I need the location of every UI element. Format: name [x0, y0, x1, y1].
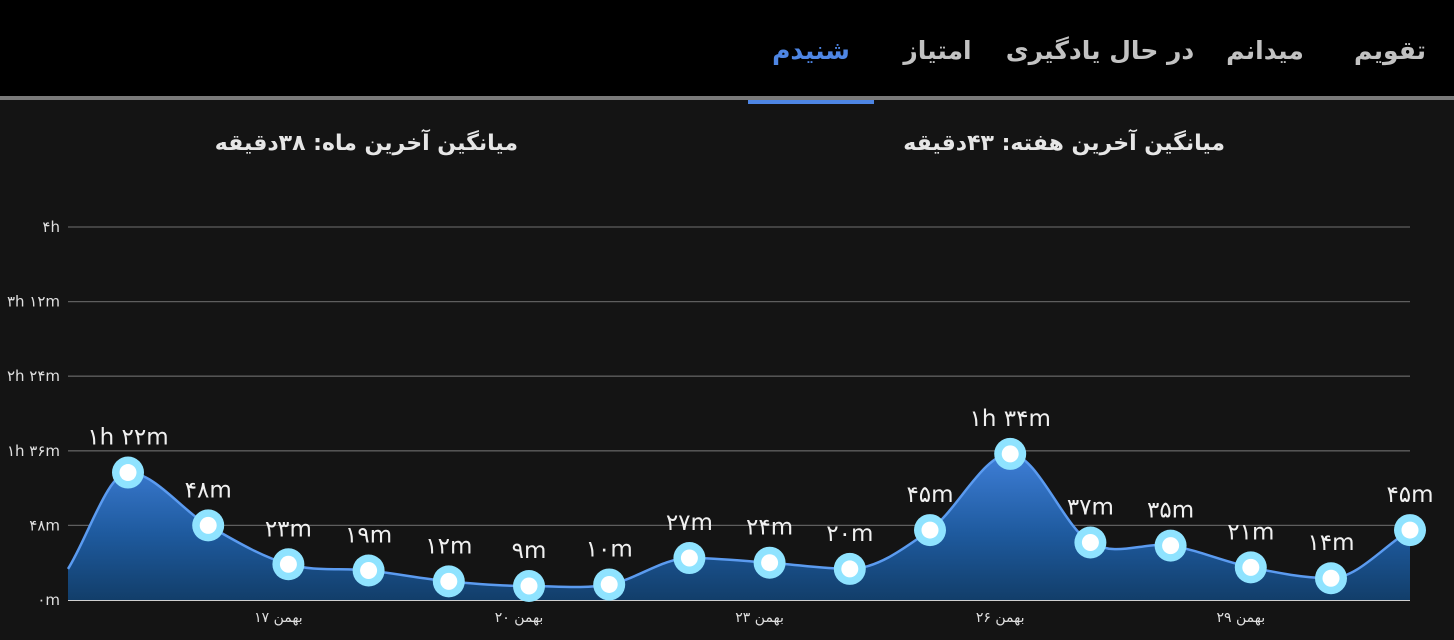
data-point[interactable] [1394, 514, 1426, 547]
data-label: ۱۰m [586, 536, 633, 562]
y-tick-label: ۳h ۱۲m [7, 293, 60, 311]
data-label: ۱۲m [425, 533, 472, 559]
tab-heard[interactable]: شنیدم [748, 0, 874, 104]
data-label: ۳۷m [1067, 494, 1114, 520]
tab-calendar-label: تقویم [1353, 35, 1427, 65]
data-point[interactable] [1234, 551, 1267, 584]
x-tick-label: ۲۹ بهمن [1216, 610, 1265, 626]
x-tick-label: ۲۶ بهمن [976, 610, 1025, 626]
x-tick-label: ۲۰ بهمن [495, 610, 544, 626]
data-point[interactable] [352, 554, 385, 587]
data-point[interactable] [833, 552, 866, 585]
data-point[interactable] [513, 570, 545, 603]
data-label: ۱۴m [1307, 530, 1354, 556]
tab-heard-label: شنیدم [772, 35, 850, 65]
y-tick-label: ۲h ۲۴m [7, 367, 60, 385]
tab-calendar[interactable]: تقویم [1340, 0, 1440, 100]
data-point[interactable] [112, 456, 144, 489]
data-label: ۲۳m [265, 516, 312, 542]
y-tick-label: ۱h ۳۶m [7, 442, 60, 460]
active-tab-indicator [748, 100, 874, 104]
y-tick-label: ۰m [37, 591, 60, 609]
x-tick-label: ۲۳ بهمن [735, 610, 784, 626]
y-tick-label: ۴۸m [29, 516, 60, 534]
data-point[interactable] [272, 548, 305, 581]
data-label: ۲۷m [666, 510, 713, 536]
x-tick-label: ۱۷ بهمن [254, 610, 303, 626]
data-label: ۴۵m [1386, 482, 1433, 508]
data-label: ۱h ۳۴m [970, 406, 1051, 432]
tab-score[interactable]: امتیاز [885, 0, 990, 100]
data-label: ۲۴m [746, 515, 793, 541]
data-label: ۲۰m [826, 521, 873, 547]
data-point[interactable] [994, 437, 1027, 470]
data-point[interactable] [1074, 526, 1107, 559]
tab-learning-label: در حال یادگیری [1005, 35, 1195, 65]
series-area [68, 453, 1410, 600]
data-point[interactable] [673, 542, 706, 575]
data-point[interactable] [432, 565, 465, 598]
data-point[interactable] [1154, 529, 1187, 562]
data-point[interactable] [1315, 562, 1347, 595]
data-label: ۴۵m [906, 482, 953, 508]
data-point[interactable] [593, 568, 626, 601]
data-label: ۱h ۲۲m [87, 425, 168, 451]
data-label: ۴۸m [185, 477, 232, 503]
week-average-stat: میانگین آخرین هفته: ۴۳دقیقه [903, 131, 1225, 156]
data-label: ۳۵m [1147, 498, 1194, 524]
tab-learning[interactable]: در حال یادگیری [1005, 0, 1195, 100]
tab-known[interactable]: میدانم [1210, 0, 1320, 100]
y-tick-label: ۴h [42, 218, 60, 236]
data-point[interactable] [753, 546, 786, 579]
data-label: ۱۹m [345, 522, 392, 548]
tab-bar: تقویم میدانم در حال یادگیری امتیاز شنیدم [0, 0, 1454, 104]
data-point[interactable] [192, 509, 225, 542]
month-average-stat: میانگین آخرین ماه: ۳۸دقیقه [214, 131, 518, 156]
data-point[interactable] [914, 514, 946, 547]
data-label: ۲۱m [1227, 519, 1274, 545]
data-label: ۹m [512, 538, 547, 564]
tab-score-label: امتیاز [903, 35, 972, 65]
tab-known-label: میدانم [1226, 35, 1304, 65]
